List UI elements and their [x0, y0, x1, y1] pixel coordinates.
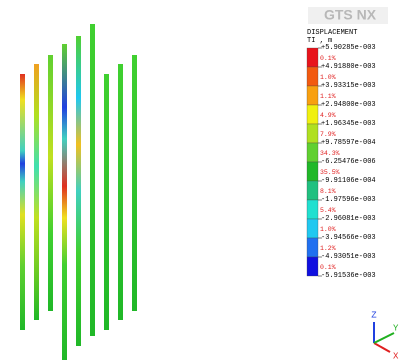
pile — [118, 64, 123, 320]
level-label: -5.91536e-003 — [321, 272, 376, 280]
band-percent: 8.1% — [320, 188, 336, 195]
level-label: +9.78597e-004 — [321, 139, 376, 147]
pile — [90, 24, 95, 336]
pile — [76, 36, 81, 346]
x-axis — [374, 343, 390, 352]
level-label: +2.94800e-003 — [321, 101, 376, 109]
color-band — [307, 181, 318, 200]
x-label: X — [393, 351, 399, 361]
band-percent: 1.0% — [320, 226, 336, 233]
band-percent: 5.4% — [320, 207, 336, 214]
pile — [104, 74, 109, 330]
axis-triad: Z X Y — [371, 310, 399, 361]
band-percent: 0.1% — [320, 55, 336, 62]
color-band — [307, 162, 318, 181]
level-label: -2.96081e-003 — [321, 215, 376, 223]
band-percent: 7.9% — [320, 131, 336, 138]
color-band — [307, 219, 318, 238]
band-percent: 34.3% — [320, 150, 340, 157]
color-band — [307, 257, 318, 276]
pile — [20, 74, 25, 330]
level-label: -9.91106e-004 — [321, 177, 376, 185]
color-band — [307, 48, 318, 67]
y-label: Y — [393, 323, 399, 333]
band-percent: 1.2% — [320, 245, 336, 252]
pile — [34, 64, 39, 320]
level-label: -6.25476e-006 — [321, 158, 376, 166]
color-band — [307, 200, 318, 219]
band-percent: 1.0% — [320, 74, 336, 81]
level-label: +3.93315e-003 — [321, 82, 376, 90]
level-label: -4.93051e-003 — [321, 253, 376, 261]
level-label: +1.96345e-003 — [321, 120, 376, 128]
band-percent: 35.5% — [320, 169, 340, 176]
band-percent: 4.9% — [320, 112, 336, 119]
level-label: +4.91880e-003 — [321, 63, 376, 71]
color-band — [307, 67, 318, 86]
pile — [62, 44, 67, 360]
legend: 0.1% 1.0% 1.1% 4.9% 7.9% 34.3% 35.5% 8.1% 5.4% 1.… — [307, 44, 376, 280]
pile — [132, 55, 137, 311]
pile — [48, 55, 53, 311]
color-band — [307, 105, 318, 124]
model — [20, 24, 137, 360]
y-axis — [374, 333, 394, 343]
level-label: +5.90285e-003 — [321, 44, 376, 52]
logo: GTS NX — [324, 7, 377, 23]
legend-title: DISPLACEMENT — [307, 29, 357, 37]
z-label: Z — [371, 310, 377, 320]
color-band — [307, 238, 318, 257]
color-band — [307, 143, 318, 162]
screen: GTS NX DISPLACEMENT TI , m 0.1%1.0%1.1%4… — [0, 0, 399, 361]
color-band — [307, 86, 318, 105]
level-label: -1.97596e-003 — [321, 196, 376, 204]
band-percent: 1.1% — [320, 93, 336, 100]
color-band — [307, 124, 318, 143]
band-percent: 0.1% — [320, 264, 336, 271]
level-label: -3.94566e-003 — [321, 234, 376, 242]
